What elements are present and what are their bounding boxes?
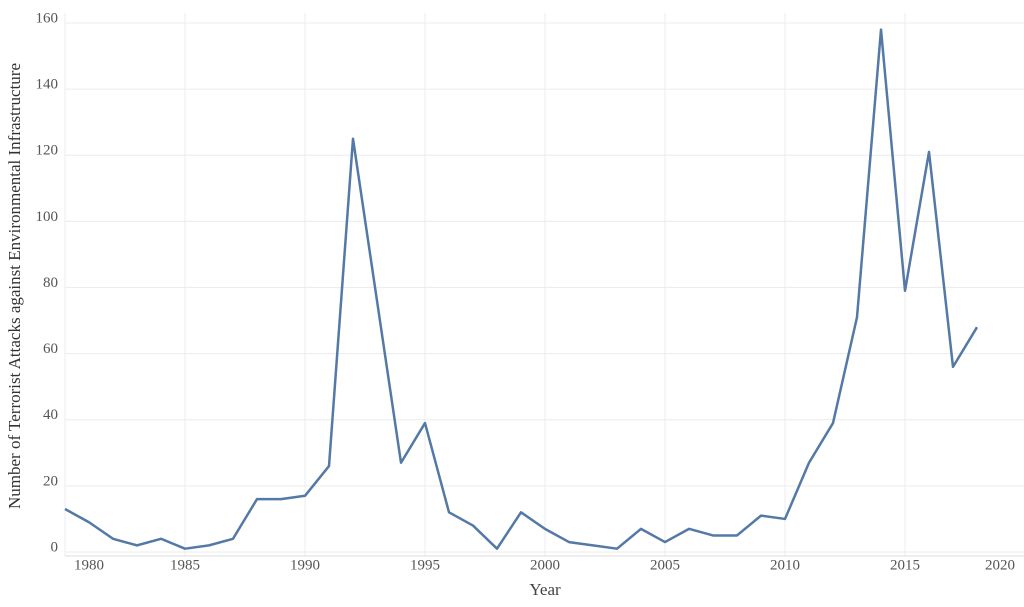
y-tick-label: 80 [43,275,58,291]
y-tick-label: 20 [43,473,58,489]
x-axis-label: Year [529,580,561,599]
y-tick-label: 160 [36,10,59,26]
x-tick-label: 1980 [74,557,104,573]
y-tick-label: 100 [36,209,59,225]
x-tick-label: 1995 [410,557,440,573]
x-tick-label: 2005 [650,557,680,573]
y-tick-label: 120 [36,143,59,159]
x-tick-label: 2000 [530,557,560,573]
x-tick-label: 2020 [985,557,1015,573]
y-tick-label: 0 [51,539,59,555]
y-tick-label: 140 [36,77,59,93]
data-line [64,28,979,550]
y-tick-label: 40 [43,407,58,423]
y-tick-label: 60 [43,341,58,357]
x-tick-label: 1990 [290,557,320,573]
x-tick-label: 2015 [890,557,920,573]
x-tick-label: 1985 [170,557,200,573]
x-tick-label: 2010 [770,557,800,573]
y-axis-label: Number of Terrorist Attacks against Envi… [5,63,24,509]
